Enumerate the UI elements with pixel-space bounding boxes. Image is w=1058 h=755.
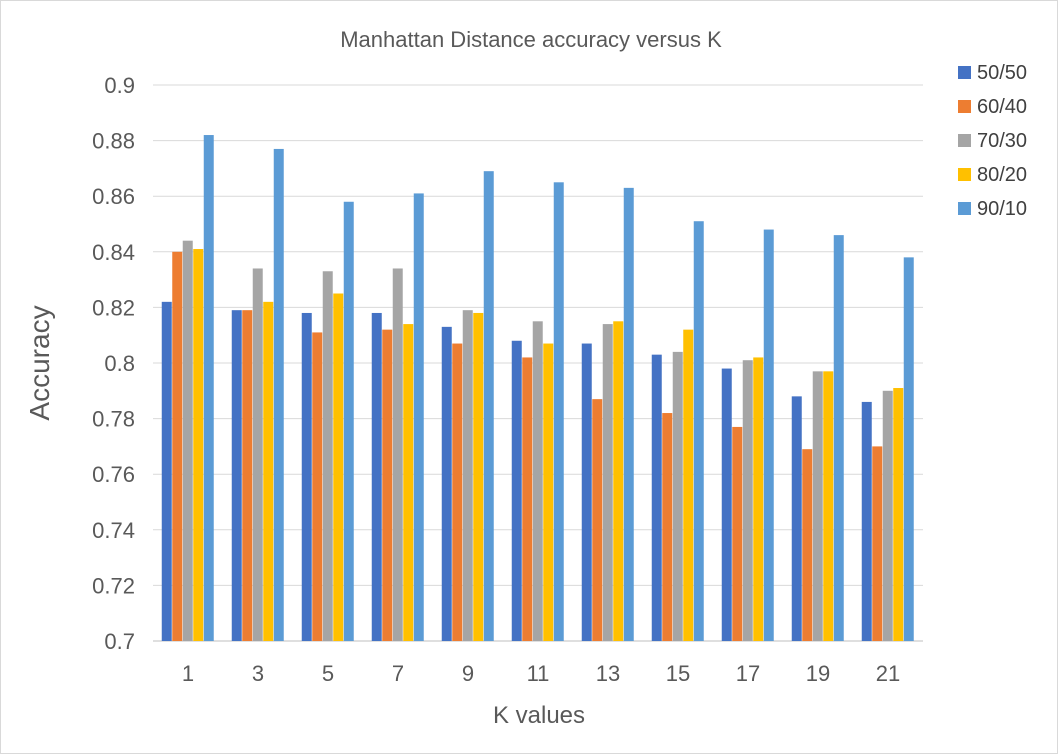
legend-label: 80/20: [977, 164, 1027, 186]
bar-80-20-k5: [333, 293, 344, 641]
y-tick-label: 0.82: [92, 295, 135, 320]
x-tick-label: 21: [876, 661, 900, 686]
y-tick-label: 0.7: [104, 629, 135, 654]
bar-50-50-k15: [651, 354, 662, 641]
bar-60-40-k17: [732, 426, 743, 641]
bar-70-30-k11: [532, 321, 543, 641]
bar-90-10-k7: [413, 193, 424, 642]
bar-70-30-k5: [322, 271, 333, 641]
bar-80-20-k1: [193, 249, 204, 641]
y-tick-label: 0.84: [92, 240, 135, 265]
legend-swatch: [958, 100, 971, 113]
bar-80-20-k19: [823, 371, 834, 641]
bar-70-30-k13: [602, 324, 613, 641]
bar-50-50-k3: [231, 310, 242, 641]
bar-80-20-k11: [543, 343, 554, 641]
bar-70-30-k7: [392, 268, 403, 641]
legend-label: 50/50: [977, 62, 1027, 84]
bar-60-40-k1: [172, 251, 183, 642]
bar-90-10-k21: [903, 257, 914, 641]
bar-80-20-k7: [403, 324, 414, 641]
bar-90-10-k3: [273, 148, 284, 641]
bar-60-40-k7: [382, 329, 393, 641]
bar-70-30-k21: [882, 390, 893, 641]
x-tick-label: 19: [806, 661, 830, 686]
y-tick-label: 0.9: [104, 73, 135, 98]
bar-70-30-k9: [462, 310, 473, 641]
legend-swatch: [958, 66, 971, 79]
x-axis-ticks: 1 3 5 7 9 11 13 15 17 19 21: [182, 661, 900, 686]
bar-80-20-k15: [683, 329, 694, 641]
y-tick-label: 0.76: [92, 462, 135, 487]
bar-50-50-k11: [511, 340, 522, 641]
bar-90-10-k9: [483, 171, 494, 641]
x-tick-label: 5: [322, 661, 334, 686]
bar-60-40-k3: [242, 310, 253, 641]
bar-80-20-k17: [753, 357, 764, 641]
bar-60-40-k13: [592, 399, 603, 641]
bar-80-20-k13: [613, 321, 624, 641]
legend-swatch: [958, 202, 971, 215]
bar-50-50-k19: [791, 396, 802, 641]
legend-label: 60/40: [977, 96, 1027, 118]
bar-60-40-k5: [312, 332, 323, 641]
x-tick-label: 9: [462, 661, 474, 686]
bar-50-50-k5: [301, 312, 312, 641]
x-tick-label: 7: [392, 661, 404, 686]
legend-swatch: [958, 168, 971, 181]
bar-70-30-k19: [812, 371, 823, 641]
bar-50-50-k13: [581, 343, 592, 641]
bar-50-50-k9: [441, 326, 452, 641]
y-tick-label: 0.74: [92, 518, 135, 543]
bars: [161, 135, 914, 642]
bar-50-50-k7: [371, 312, 382, 641]
bar-90-10-k1: [203, 135, 214, 642]
bar-70-30-k1: [182, 240, 193, 641]
y-axis-title: Accuracy: [24, 305, 55, 420]
x-tick-label: 17: [736, 661, 760, 686]
y-axis-ticks: 0.7 0.72 0.74 0.76 0.78 0.8 0.82 0.84 0.86 0.88 0.…: [92, 73, 135, 654]
bar-90-10-k13: [623, 187, 634, 642]
bar-50-50-k21: [861, 401, 872, 641]
bar-90-10-k17: [763, 229, 774, 641]
bar-60-40-k15: [662, 413, 673, 641]
x-tick-label: 13: [596, 661, 620, 686]
x-tick-label: 15: [666, 661, 690, 686]
bar-60-40-k19: [802, 449, 813, 641]
bar-60-40-k11: [522, 357, 533, 641]
bar-60-40-k21: [872, 446, 883, 641]
bar-90-10-k15: [693, 221, 704, 641]
x-tick-label: 1: [182, 661, 194, 686]
bar-60-40-k9: [452, 343, 463, 641]
y-tick-label: 0.72: [92, 573, 135, 598]
chart-title: Manhattan Distance accuracy versus K: [340, 27, 722, 52]
bar-80-20-k9: [473, 312, 484, 641]
legend-swatch: [958, 134, 971, 147]
bar-70-30-k17: [742, 360, 753, 641]
bar-70-30-k3: [252, 268, 263, 641]
bar-90-10-k19: [833, 235, 844, 641]
bar-70-30-k15: [672, 351, 683, 641]
bar-50-50-k17: [721, 368, 732, 641]
bar-90-10-k11: [553, 182, 564, 642]
bar-50-50-k1: [161, 301, 172, 641]
bar-90-10-k5: [343, 201, 354, 641]
y-tick-label: 0.88: [92, 129, 135, 154]
legend-label: 70/30: [977, 130, 1027, 152]
x-tick-label: 11: [527, 661, 550, 686]
x-tick-label: 3: [252, 661, 264, 686]
bar-80-20-k21: [893, 388, 904, 641]
y-tick-label: 0.8: [104, 351, 135, 376]
x-axis-title: K values: [493, 702, 585, 729]
y-tick-label: 0.78: [92, 407, 135, 432]
legend: 50/50 60/40 70/30 80/20 90/10: [958, 62, 1027, 220]
legend-label: 90/10: [977, 198, 1027, 220]
bar-80-20-k3: [263, 301, 274, 641]
y-tick-label: 0.86: [92, 184, 135, 209]
